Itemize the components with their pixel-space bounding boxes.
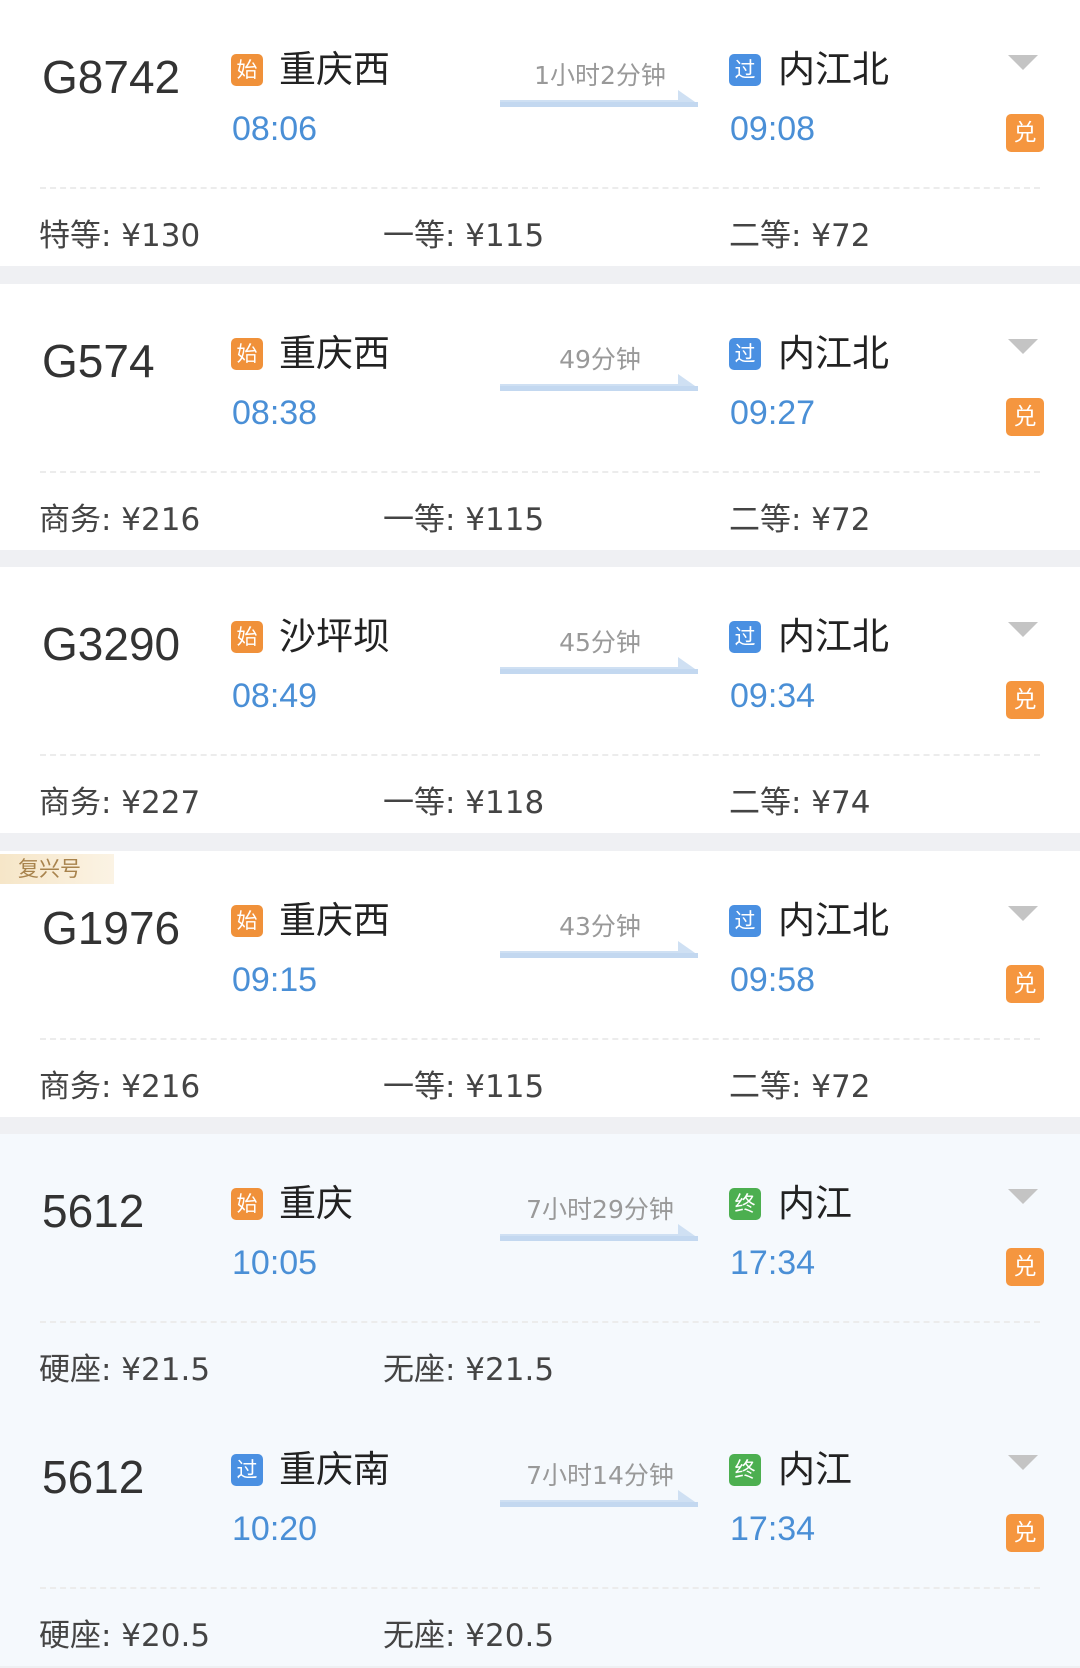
arrival-station: 内江	[778, 1182, 852, 1225]
divider	[40, 754, 1040, 756]
departure-time: 08:06	[232, 110, 318, 148]
duration: 45分钟	[559, 628, 641, 657]
train-number: G574	[42, 335, 155, 387]
arrival-time: 17:34	[730, 1244, 816, 1282]
departure-type-badge: 始	[231, 338, 263, 370]
arrival-station: 内江北	[778, 48, 889, 91]
departure-type-badge: 过	[231, 1454, 263, 1486]
departure-station: 重庆西	[279, 48, 390, 91]
duration: 1小时2分钟	[534, 61, 666, 90]
arrival-time: 09:27	[730, 394, 816, 432]
arrow-right-icon	[500, 90, 698, 107]
exchange-badge[interactable]: 兑	[1006, 681, 1044, 719]
seat-price: 二等: ¥72	[729, 218, 871, 254]
duration: 7小时14分钟	[526, 1461, 674, 1490]
arrival-type-badge: 终	[729, 1188, 761, 1220]
departure-station: 重庆南	[279, 1448, 390, 1491]
arrival-type-badge: 终	[729, 1454, 761, 1486]
divider	[40, 1587, 1040, 1589]
arrival-station: 内江北	[778, 899, 889, 942]
duration: 7小时29分钟	[526, 1195, 674, 1224]
arrival-station: 内江	[778, 1448, 852, 1491]
exchange-badge[interactable]: 兑	[1006, 1248, 1044, 1286]
departure-type-badge: 始	[231, 1188, 263, 1220]
chevron-down-icon[interactable]	[1008, 55, 1038, 70]
departure-type-badge: 始	[231, 54, 263, 86]
fuxing-tag: 复兴号	[0, 854, 114, 884]
exchange-badge[interactable]: 兑	[1006, 114, 1044, 152]
seat-price: 一等: ¥115	[383, 1069, 545, 1105]
arrival-type-badge: 过	[729, 54, 761, 86]
arrow-right-icon	[500, 1224, 698, 1241]
departure-station: 重庆西	[279, 332, 390, 375]
arrival-type-badge: 过	[729, 338, 761, 370]
seat-price: 商务: ¥227	[39, 785, 201, 821]
duration: 49分钟	[559, 345, 641, 374]
divider	[40, 1038, 1040, 1040]
seat-price: 无座: ¥20.5	[383, 1618, 555, 1654]
train-card[interactable]: 5612 过 重庆南 10:20 7小时14分钟 终 内江 17:34 兑 硬座…	[0, 1400, 1080, 1666]
departure-type-badge: 始	[231, 621, 263, 653]
seat-price: 特等: ¥130	[39, 218, 201, 254]
arrow-right-icon	[500, 657, 698, 674]
train-number: G8742	[42, 51, 181, 103]
train-card[interactable]: 5612 始 重庆 10:05 7小时29分钟 终 内江 17:34 兑 硬座:…	[0, 1134, 1080, 1400]
seat-price: 二等: ¥74	[729, 785, 871, 821]
chevron-down-icon[interactable]	[1008, 906, 1038, 921]
departure-time: 08:49	[232, 677, 318, 715]
divider	[40, 187, 1040, 189]
arrival-time: 17:34	[730, 1510, 816, 1548]
departure-station: 重庆西	[279, 899, 390, 942]
divider	[40, 471, 1040, 473]
seat-price: 硬座: ¥21.5	[39, 1352, 211, 1388]
departure-time: 09:15	[232, 961, 318, 999]
seat-price: 一等: ¥118	[383, 785, 545, 821]
departure-station: 沙坪坝	[279, 615, 390, 658]
exchange-badge[interactable]: 兑	[1006, 965, 1044, 1003]
arrival-station: 内江北	[778, 332, 889, 375]
seat-price: 商务: ¥216	[39, 502, 201, 538]
train-card[interactable]: G3290 始 沙坪坝 08:49 45分钟 过 内江北 09:34 兑 商务:…	[0, 567, 1080, 833]
exchange-badge[interactable]: 兑	[1006, 398, 1044, 436]
arrival-station: 内江北	[778, 615, 889, 658]
divider	[40, 1321, 1040, 1323]
arrival-time: 09:34	[730, 677, 816, 715]
departure-time: 10:20	[232, 1510, 318, 1548]
arrow-right-icon	[500, 941, 698, 958]
chevron-down-icon[interactable]	[1008, 1189, 1038, 1204]
exchange-badge[interactable]: 兑	[1006, 1514, 1044, 1552]
train-number: G3290	[42, 618, 181, 670]
arrival-type-badge: 过	[729, 621, 761, 653]
departure-type-badge: 始	[231, 905, 263, 937]
arrow-right-icon	[500, 374, 698, 391]
chevron-down-icon[interactable]	[1008, 1455, 1038, 1470]
seat-price: 一等: ¥115	[383, 502, 545, 538]
train-number: 5612	[42, 1451, 145, 1503]
chevron-down-icon[interactable]	[1008, 339, 1038, 354]
arrow-right-icon	[500, 1490, 698, 1507]
departure-time: 10:05	[232, 1244, 318, 1282]
train-card[interactable]: G574 始 重庆西 08:38 49分钟 过 内江北 09:27 兑 商务: …	[0, 284, 1080, 550]
seat-price: 二等: ¥72	[729, 1069, 871, 1105]
train-number: G1976	[42, 902, 181, 954]
seat-price: 商务: ¥216	[39, 1069, 201, 1105]
arrival-time: 09:08	[730, 110, 816, 148]
train-card[interactable]: 复兴号 G1976 始 重庆西 09:15 43分钟 过 内江北 09:58 兑 …	[0, 851, 1080, 1117]
departure-station: 重庆	[279, 1182, 353, 1225]
train-number: 5612	[42, 1185, 145, 1237]
seat-price: 一等: ¥115	[383, 218, 545, 254]
seat-price: 无座: ¥21.5	[383, 1352, 555, 1388]
arrival-type-badge: 过	[729, 905, 761, 937]
train-card[interactable]: G8742 始 重庆西 08:06 1小时2分钟 过 内江北 09:08 兑 特…	[0, 0, 1080, 266]
seat-price: 二等: ¥72	[729, 502, 871, 538]
duration: 43分钟	[559, 912, 641, 941]
departure-time: 08:38	[232, 394, 318, 432]
arrival-time: 09:58	[730, 961, 816, 999]
chevron-down-icon[interactable]	[1008, 622, 1038, 637]
seat-price: 硬座: ¥20.5	[39, 1618, 211, 1654]
